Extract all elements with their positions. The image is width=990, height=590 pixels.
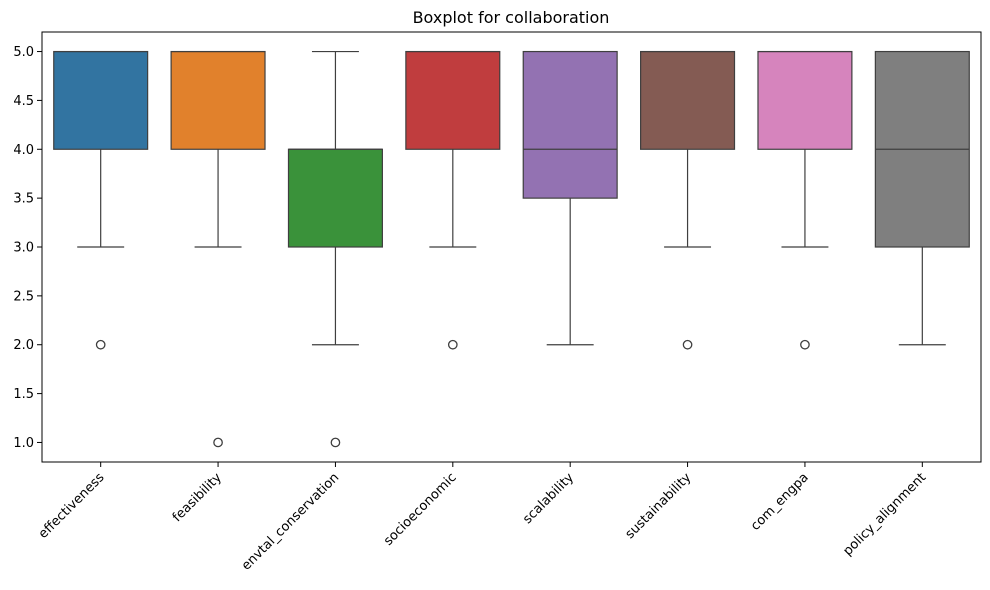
- box-sustainability: [640, 50, 736, 150]
- box-group-socioeconomic: [405, 50, 501, 350]
- box-group-envtal_conservation: [287, 50, 383, 448]
- y-axis-ticks: 1.0 1.5 2.0 2.5 3.0 3.5 4.0 4.5 5.0: [13, 45, 42, 451]
- box-group-feasibility: [170, 50, 266, 448]
- box-effectiveness: [53, 50, 149, 150]
- box-group-sustainability: [640, 50, 736, 350]
- x-axis-ticks: effectiveness feasibility envtal_conservat…: [36, 462, 929, 574]
- x-tick-label: policy_alignment: [840, 470, 929, 559]
- x-tick-label: com_engpa: [748, 470, 812, 534]
- x-tick-label: scalability: [520, 470, 577, 527]
- box-group-policy_alignment: [874, 50, 970, 346]
- y-tick-label: 1.5: [13, 387, 34, 402]
- box-feasibility: [170, 50, 266, 150]
- x-tick-label: socioeconomic: [381, 470, 460, 549]
- x-tick-label: effectiveness: [36, 470, 108, 542]
- x-tick-label: envtal_conservation: [239, 470, 342, 573]
- chart-title: Boxplot for collaboration: [413, 8, 610, 27]
- boxes-layer: [53, 50, 970, 448]
- box-socioeconomic: [405, 50, 501, 150]
- y-tick-label: 4.0: [13, 143, 34, 158]
- x-tick-label: sustainability: [623, 470, 695, 542]
- y-tick-label: 4.5: [13, 94, 34, 109]
- y-tick-label: 5.0: [13, 45, 34, 60]
- plot-frame: [41, 31, 982, 463]
- box-com_engpa: [757, 50, 853, 150]
- y-tick-label: 2.0: [13, 338, 34, 353]
- y-tick-label: 1.0: [13, 436, 34, 451]
- y-tick-label: 3.0: [13, 241, 34, 256]
- y-tick-label: 2.5: [13, 289, 34, 304]
- box-scalability: [522, 50, 618, 199]
- outlier-point: [447, 339, 458, 350]
- box-group-scalability: [522, 50, 618, 346]
- outlier-point: [213, 437, 223, 448]
- x-tick-label: feasibility: [170, 470, 225, 525]
- outlier-point: [682, 339, 693, 350]
- outlier-point: [800, 339, 810, 350]
- box-group-com_engpa: [757, 50, 853, 350]
- outlier-point: [330, 437, 341, 448]
- y-tick-label: 3.5: [13, 192, 34, 207]
- outlier-point: [95, 339, 106, 350]
- box-envtal_conservation: [287, 148, 383, 248]
- box-group-effectiveness: [53, 50, 149, 350]
